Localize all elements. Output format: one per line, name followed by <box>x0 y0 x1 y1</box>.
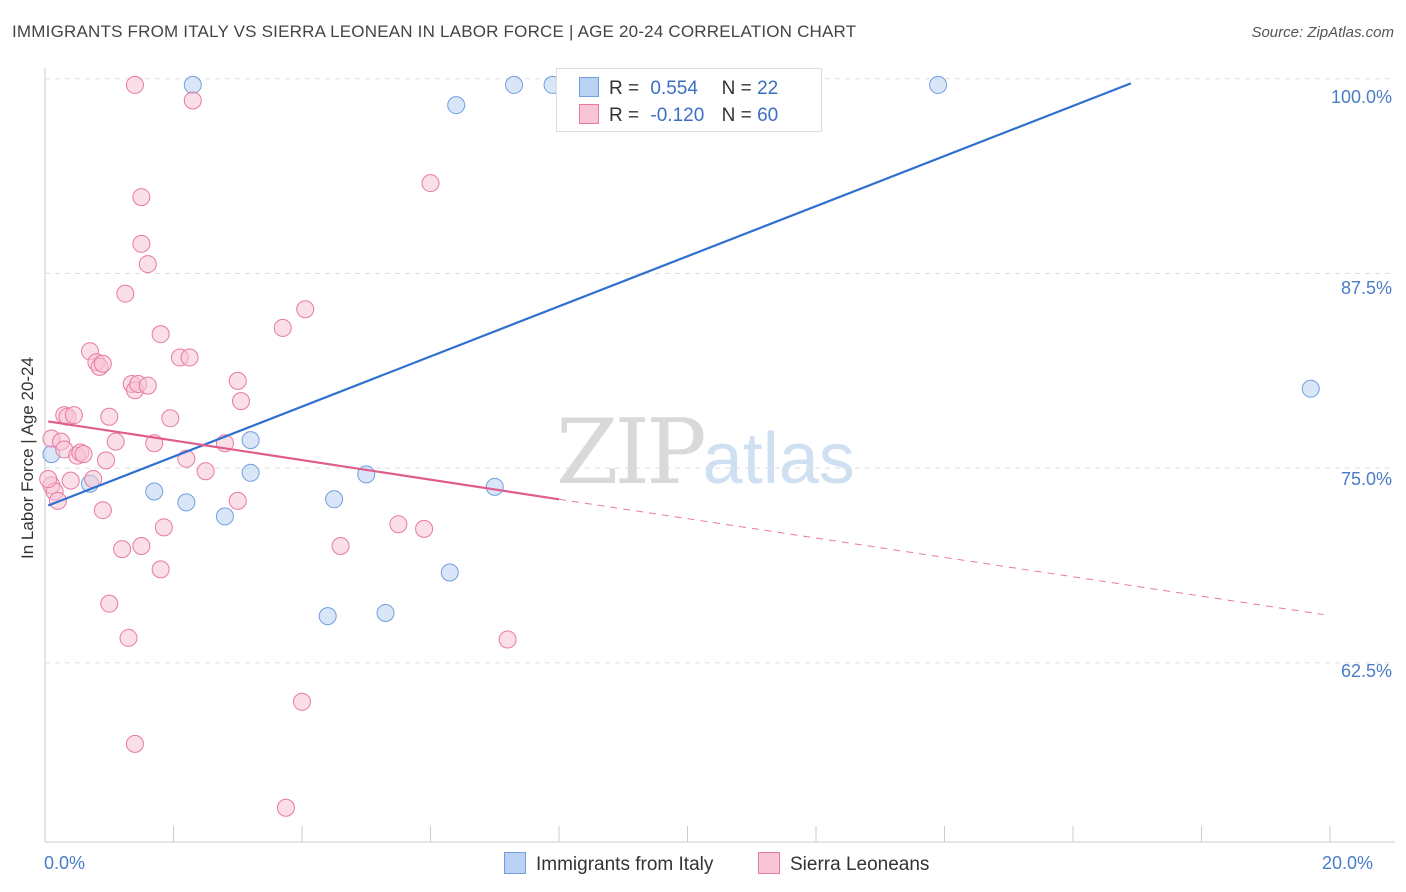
bottom-legend-label-italy: Immigrants from Italy <box>536 854 714 875</box>
data-point-italy <box>241 463 260 482</box>
trend-line-italy <box>47 82 1132 507</box>
data-point-italy <box>215 507 234 526</box>
data-point-sierra <box>132 234 151 253</box>
y-tick-label-75: 75.0% <box>1340 469 1392 489</box>
legend-sierra-n: 60 <box>757 105 779 126</box>
data-point-sierra <box>415 519 434 538</box>
legend-sierra-r: -0.120 <box>650 105 705 126</box>
data-point-sierra <box>100 407 119 426</box>
bottom-legend-swatch-sierra <box>758 852 780 874</box>
legend-n-label: N = <box>721 105 752 126</box>
data-point-sierra <box>125 734 144 753</box>
correlation-legend: R = 0.554 N = 22 R = -0.120 N = 60 <box>556 68 822 132</box>
legend-r-label: R = <box>609 78 640 99</box>
trend-line-extension-sierra <box>558 498 1324 616</box>
data-point-sierra <box>296 300 315 319</box>
data-point-sierra <box>196 462 215 481</box>
data-point-sierra <box>276 798 295 817</box>
legend-italy-n: 22 <box>757 78 779 99</box>
data-point-italy <box>177 493 196 512</box>
data-point-sierra <box>93 354 112 373</box>
chart-title: IMMIGRANTS FROM ITALY VS SIERRA LEONEAN … <box>12 22 857 41</box>
data-point-sierra <box>64 406 83 425</box>
data-point-sierra <box>293 692 311 711</box>
trend-line-sierra <box>48 420 560 501</box>
data-point-sierra <box>97 451 116 470</box>
data-point-sierra <box>151 560 170 579</box>
x-tick-label-max: 20.0% <box>1322 853 1374 873</box>
data-point-italy <box>505 75 524 94</box>
legend-italy-r: 0.554 <box>650 78 698 99</box>
data-point-italy <box>1301 379 1320 398</box>
y-tick-label-100: 100.0% <box>1330 87 1392 107</box>
data-point-italy <box>485 477 504 496</box>
data-point-italy <box>183 75 202 94</box>
data-point-italy <box>447 96 466 115</box>
x-tick-label-min: 0.0% <box>44 853 86 873</box>
data-point-sierra <box>132 537 151 556</box>
data-point-sierra <box>180 348 199 367</box>
data-point-sierra <box>74 445 93 464</box>
data-point-italy <box>376 604 395 623</box>
data-point-sierra <box>132 188 151 207</box>
data-point-sierra <box>498 630 517 649</box>
legend-r-label: R = <box>609 105 640 126</box>
legend-n-label: N = <box>721 78 752 99</box>
data-point-italy <box>241 431 260 450</box>
source-label: Source: ZipAtlas.com <box>1251 24 1394 41</box>
legend-row-italy: R = 0.554 N = 22 <box>579 77 778 100</box>
data-point-italy <box>318 607 337 626</box>
data-point-sierra <box>138 255 157 274</box>
legend-swatch-sierra <box>579 104 599 124</box>
data-point-sierra <box>151 325 170 344</box>
legend-row-sierra: R = -0.120 N = 60 <box>579 104 778 127</box>
data-point-sierra <box>331 537 350 556</box>
data-point-italy <box>929 75 948 94</box>
data-point-sierra <box>228 491 247 510</box>
data-point-sierra <box>100 594 119 613</box>
data-point-sierra <box>161 409 180 428</box>
data-point-italy <box>325 490 344 509</box>
data-point-sierra <box>113 540 132 559</box>
data-point-italy <box>440 563 459 582</box>
bottom-legend-swatch-italy <box>504 852 526 874</box>
data-point-sierra <box>138 376 157 395</box>
y-tick-label-87-5: 87.5% <box>1340 278 1392 298</box>
data-point-sierra <box>389 515 408 534</box>
bottom-legend-italy: Immigrants from Italy <box>504 852 713 876</box>
data-point-sierra <box>116 284 135 303</box>
y-tick-label-62-5: 62.5% <box>1340 661 1392 681</box>
data-point-sierra <box>125 75 144 94</box>
data-point-sierra <box>61 471 80 490</box>
data-point-sierra <box>421 174 440 193</box>
data-point-sierra <box>39 470 58 489</box>
data-point-sierra <box>183 91 202 110</box>
data-point-italy <box>145 482 164 501</box>
data-point-sierra <box>93 501 112 520</box>
data-point-sierra <box>106 432 125 451</box>
bottom-legend-sierra: Sierra Leoneans <box>758 852 929 876</box>
data-point-sierra <box>119 628 138 647</box>
data-point-sierra <box>177 449 196 468</box>
data-point-sierra <box>154 518 173 537</box>
legend-swatch-italy <box>579 77 599 97</box>
bottom-legend-label-sierra: Sierra Leoneans <box>790 854 930 875</box>
data-point-sierra <box>228 371 247 390</box>
data-point-sierra <box>273 318 292 337</box>
data-point-sierra <box>231 392 250 411</box>
